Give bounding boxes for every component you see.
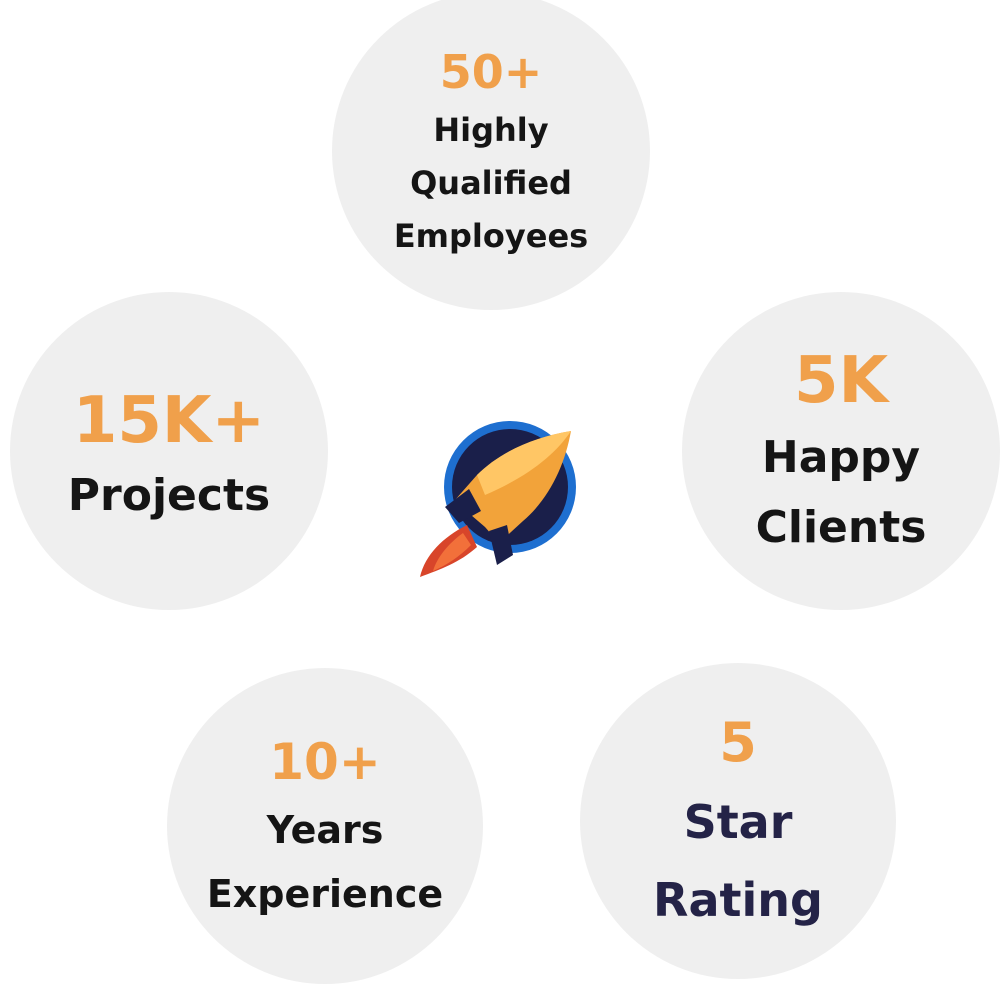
rocket-body-shade <box>477 431 571 495</box>
stat-rating: 5 Star Rating <box>580 663 896 979</box>
stat-value: 15K+ <box>72 384 266 458</box>
stat-employees: 50+ Highly Qualified Employees <box>332 0 650 310</box>
stat-label: Rating <box>653 873 823 927</box>
stat-label: Experience <box>206 872 444 916</box>
rocket-flame-core <box>433 533 471 571</box>
stat-label: Employees <box>393 216 589 255</box>
rocket-icon <box>420 421 576 577</box>
stat-value: 5 <box>719 711 757 774</box>
stat-projects: 15K+ Projects <box>10 292 328 610</box>
stat-label: Happy <box>761 432 921 483</box>
stat-clients: 5K Happy Clients <box>682 292 1000 610</box>
stat-label: Clients <box>755 502 927 553</box>
stat-label: Highly <box>433 110 549 149</box>
stat-value: 10+ <box>269 733 381 791</box>
stat-label: Star <box>683 795 793 849</box>
stat-value: 50+ <box>439 44 543 99</box>
rocket-fin-lower <box>489 525 513 565</box>
stat-label: Qualified <box>410 163 572 202</box>
stat-value: 5K <box>793 344 889 418</box>
stat-experience: 10+ Years Experience <box>167 668 483 984</box>
rocket-fin <box>445 489 481 523</box>
stat-label: Years <box>266 808 384 852</box>
stat-label: Projects <box>67 470 271 521</box>
